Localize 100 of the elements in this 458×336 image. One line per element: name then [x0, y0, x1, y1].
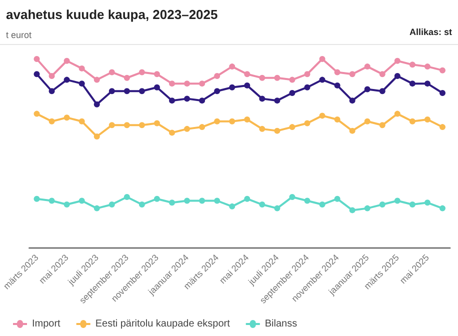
point [199, 124, 206, 130]
point [304, 120, 310, 126]
chart-title: avahetus kuude kaupa, 2023–2025 [6, 7, 218, 22]
point [349, 71, 356, 78]
point [34, 71, 40, 78]
point [199, 198, 206, 204]
point [229, 118, 236, 124]
point [34, 196, 40, 202]
point [259, 74, 266, 81]
point [379, 88, 386, 94]
point [94, 101, 100, 108]
point [289, 76, 296, 83]
text: Allikas: st [409, 27, 452, 37]
point [364, 118, 370, 124]
point [349, 128, 356, 134]
point [64, 58, 70, 64]
chart-subtitle: t eurot [6, 30, 32, 40]
point [124, 122, 130, 128]
point [304, 198, 310, 204]
point [184, 126, 190, 132]
point [108, 88, 115, 94]
point [64, 76, 70, 83]
point [394, 110, 400, 117]
point [169, 98, 175, 104]
point [394, 58, 400, 64]
point [138, 69, 145, 76]
point [409, 118, 416, 124]
point [214, 88, 220, 94]
point [364, 205, 370, 212]
point [379, 202, 386, 208]
point [169, 80, 175, 87]
point [319, 202, 326, 208]
point [64, 114, 70, 121]
point [289, 124, 296, 130]
point [439, 205, 446, 212]
point [424, 64, 430, 70]
point [424, 116, 430, 122]
point [214, 198, 220, 204]
point [199, 98, 206, 104]
point [108, 202, 115, 208]
point [244, 196, 250, 202]
point [379, 71, 386, 78]
point [334, 116, 340, 122]
point [34, 56, 40, 62]
point [78, 198, 85, 204]
point [289, 90, 296, 96]
point [108, 122, 115, 128]
point [394, 198, 400, 204]
point [78, 65, 85, 72]
point [334, 82, 340, 88]
point [424, 200, 430, 206]
legend-label: Import [32, 318, 61, 330]
point [48, 198, 55, 204]
point [138, 122, 145, 128]
point [229, 84, 236, 90]
point [334, 69, 340, 76]
point [274, 98, 280, 104]
point [244, 116, 250, 122]
point [319, 76, 326, 83]
point [274, 74, 280, 81]
point [48, 88, 55, 94]
point [184, 198, 190, 204]
point [379, 122, 386, 128]
point [304, 84, 310, 90]
legend-label: Bilanss [264, 318, 298, 330]
point [154, 196, 160, 202]
point [94, 133, 100, 140]
point [439, 67, 446, 74]
point [138, 88, 145, 94]
point [214, 73, 220, 80]
point [244, 71, 250, 78]
point [229, 203, 236, 210]
legend-label: Eesti päritolu kaupade eksport [95, 318, 230, 330]
point [154, 120, 160, 126]
point [259, 202, 266, 208]
point [409, 80, 416, 87]
point [184, 80, 190, 87]
point [259, 126, 266, 132]
point [169, 130, 175, 136]
point [394, 73, 400, 80]
point [439, 124, 446, 130]
point [439, 90, 446, 96]
point [169, 200, 175, 206]
point [304, 71, 310, 78]
point [34, 110, 40, 117]
point [124, 74, 130, 81]
point [154, 71, 160, 78]
point [289, 194, 296, 200]
point [424, 80, 430, 87]
point [214, 118, 220, 124]
point [154, 84, 160, 90]
point [48, 118, 55, 124]
point [199, 80, 206, 87]
point [334, 196, 340, 202]
point [259, 96, 266, 102]
point [48, 73, 55, 80]
point [124, 194, 130, 200]
point [229, 64, 236, 70]
point [78, 118, 85, 124]
point [94, 76, 100, 83]
